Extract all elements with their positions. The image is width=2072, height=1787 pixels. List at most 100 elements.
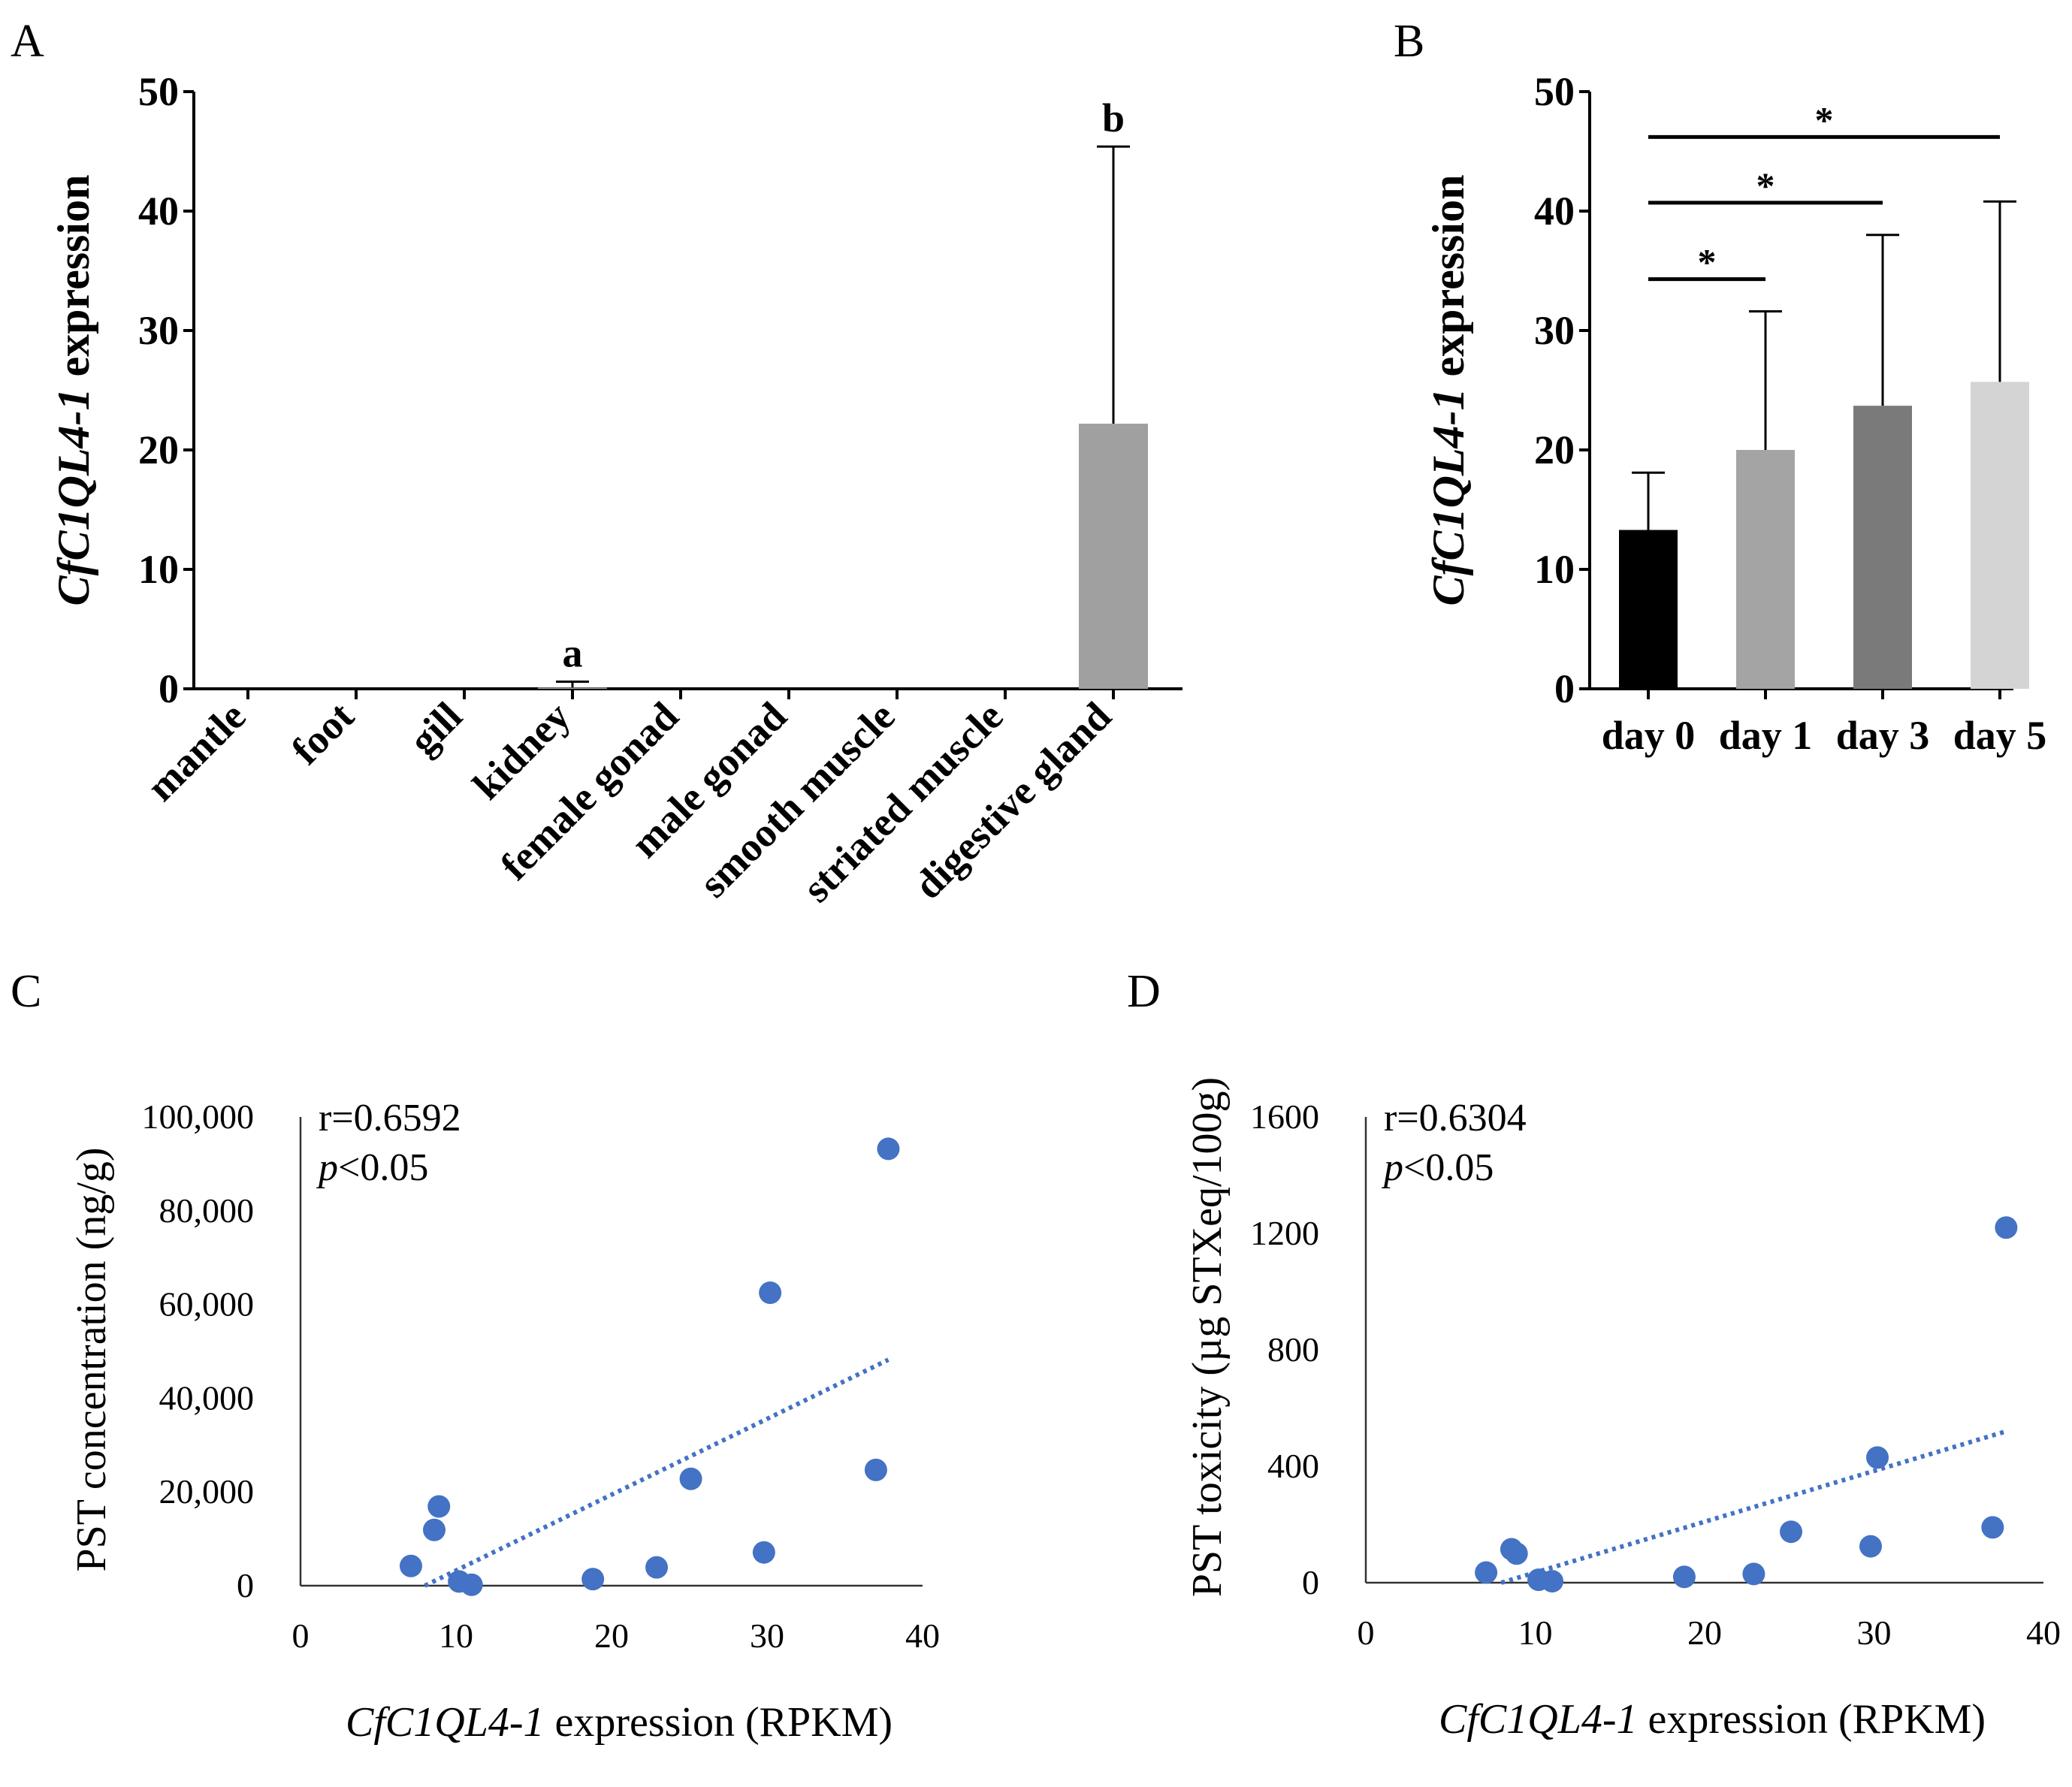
y-tick-label: 50	[138, 69, 179, 114]
y-axis-label: PST toxicity (µg STXeq/100g)	[1184, 1077, 1231, 1597]
significance-letter: a	[563, 630, 583, 675]
y-tick-label: 100,000	[142, 1097, 255, 1136]
trendline	[1500, 1429, 2007, 1585]
x-axis-label: CfC1QL4-1 expression (RPKM)	[1439, 1696, 1986, 1743]
significance-star: *	[1698, 241, 1717, 283]
p-value-rest: <0.05	[338, 1146, 428, 1189]
p-value-symbol: p	[1381, 1146, 1403, 1189]
x-tick-label: 40	[905, 1616, 940, 1655]
scatter-point-d-4	[1541, 1570, 1564, 1593]
y-tick-label: 40	[138, 189, 179, 234]
y-tick-label: 10	[1534, 547, 1575, 592]
category-label: digestive gland	[905, 693, 1119, 907]
scatter-point-d-11	[1995, 1216, 2018, 1239]
category-label: day 5	[1953, 713, 2047, 758]
y-tick-label: 0	[237, 1566, 254, 1604]
x-axis-label-gene: CfC1QL4-1	[346, 1699, 545, 1746]
x-tick-label: 10	[439, 1616, 473, 1655]
y-tick-label: 80,000	[159, 1191, 255, 1230]
scatter-point-d-9	[1866, 1446, 1889, 1469]
scatter-point-c-8	[752, 1541, 775, 1564]
p-value-rest: <0.05	[1403, 1146, 1494, 1189]
significance-star: *	[1815, 98, 1834, 140]
x-axis-label-rest: expression (RPKM)	[544, 1699, 893, 1746]
scatter-point-c-2	[427, 1495, 451, 1518]
panel-letter-a: A	[11, 16, 44, 67]
panel-letter-d: D	[1127, 966, 1161, 1017]
panel-c-scatter-chart: 0 20,000 40,000 60,000 80,000 100,000 0 10 20 30 4…	[68, 1097, 940, 1746]
y-axis-label-rest: expression	[49, 175, 98, 388]
y-tick-label: 10	[138, 547, 179, 592]
y-axis-label: CfC1QL4-1 expression	[1424, 175, 1473, 606]
scatter-point-d-2	[1505, 1542, 1528, 1565]
scatter-point-c-4	[460, 1573, 483, 1596]
panel-b-bar-chart: 0 10 20 30 40 50 day 0 day 1 day 3 day 5 CfC1QL4-1…	[1424, 69, 2046, 758]
scatter-point-c-6	[645, 1556, 669, 1579]
category-label: smooth muscle	[690, 693, 903, 906]
y-axis-label: CfC1QL4-1 expression	[49, 175, 98, 606]
scatter-point-d-6	[1742, 1562, 1765, 1586]
y-tick-label: 30	[1534, 308, 1575, 353]
trendline	[424, 1357, 890, 1588]
bar-a-3	[538, 687, 607, 689]
y-axis-label-gene: CfC1QL4-1	[49, 388, 98, 605]
category-label: mantle	[138, 693, 255, 810]
x-tick-label: 40	[2026, 1613, 2061, 1652]
scatter-point-c-0	[399, 1554, 422, 1577]
p-value: p<0.05	[316, 1146, 428, 1189]
panel-letter-c: C	[11, 966, 41, 1017]
panel-letter-b: B	[1394, 16, 1424, 67]
scatter-point-c-10	[864, 1458, 887, 1481]
category-label: day 0	[1602, 713, 1696, 758]
y-tick-label: 50	[1534, 69, 1575, 114]
y-tick-label: 400	[1267, 1447, 1319, 1485]
y-tick-label: 0	[1554, 666, 1575, 711]
scatter-point-d-0	[1475, 1561, 1498, 1584]
x-axis-label-gene: CfC1QL4-1	[1439, 1696, 1638, 1743]
bar-b-2	[1853, 406, 1912, 689]
scatter-point-d-10	[1981, 1516, 2004, 1539]
y-axis-label: PST concentration (ng/g)	[68, 1147, 115, 1571]
panel-d-scatter-chart: 0 400 800 1200 1600 0 10 20 30 40 r=0.6304 p<0.05 Cf…	[1184, 1077, 2061, 1743]
y-tick-label: 30	[138, 308, 179, 353]
significance-letter: b	[1102, 95, 1125, 140]
x-tick-label: 20	[1687, 1613, 1722, 1652]
y-tick-label: 20	[138, 427, 179, 472]
y-tick-label: 800	[1267, 1330, 1319, 1369]
x-tick-label: 0	[292, 1616, 310, 1655]
p-value: p<0.05	[1381, 1146, 1494, 1189]
scatter-point-c-5	[581, 1568, 605, 1591]
scatter-point-d-8	[1859, 1535, 1882, 1558]
scatter-point-c-1	[423, 1518, 446, 1541]
scatter-point-c-11	[877, 1137, 900, 1161]
x-tick-label: 20	[594, 1616, 629, 1655]
bar-b-3	[1971, 382, 2029, 689]
y-axis-label-rest: expression	[1424, 175, 1473, 388]
y-tick-label: 1200	[1250, 1214, 1319, 1252]
x-tick-label: 30	[1857, 1613, 1892, 1652]
y-tick-label: 0	[1302, 1563, 1319, 1601]
p-value-symbol: p	[316, 1146, 338, 1189]
correlation-r: r=0.6592	[319, 1097, 461, 1140]
scatter-point-c-9	[759, 1281, 782, 1304]
category-label: day 1	[1719, 713, 1813, 758]
significance-star: *	[1756, 165, 1775, 207]
y-axis-label-gene: CfC1QL4-1	[1424, 388, 1473, 605]
x-axis-label-rest: expression (RPKM)	[1637, 1696, 1986, 1743]
y-tick-label: 40	[1534, 189, 1575, 234]
scatter-point-d-5	[1672, 1565, 1696, 1589]
bar-b-1	[1736, 450, 1795, 689]
y-tick-label: 60,000	[159, 1285, 255, 1324]
bar-a-8	[1079, 424, 1148, 689]
x-tick-label: 10	[1518, 1613, 1553, 1652]
y-tick-label: 0	[159, 666, 179, 711]
bar-b-0	[1619, 530, 1678, 689]
correlation-r: r=0.6304	[1384, 1097, 1527, 1140]
y-tick-label: 40,000	[159, 1378, 255, 1417]
y-tick-label: 20	[1534, 427, 1575, 472]
category-label: gill	[400, 693, 470, 763]
category-label: day 3	[1836, 713, 1930, 758]
x-tick-label: 30	[750, 1616, 784, 1655]
